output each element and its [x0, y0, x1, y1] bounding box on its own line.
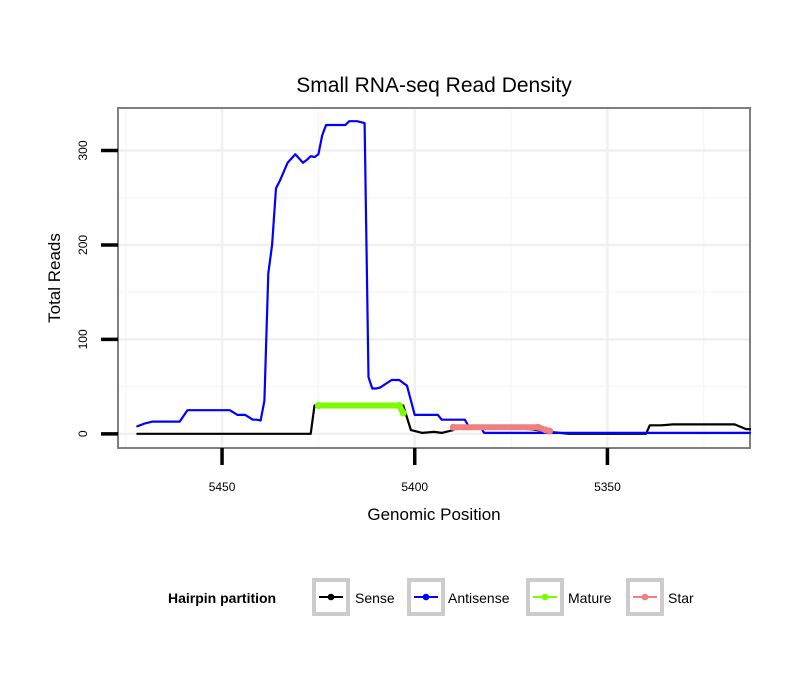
series-point-mature [399, 409, 407, 417]
chart-title: Small RNA-seq Read Density [296, 74, 572, 97]
series-point-mature [395, 402, 403, 409]
axes-layer: 5450 5400 5350 0 100 200 300 [76, 140, 621, 494]
legend-title: Hairpin partition [168, 590, 276, 606]
series-line-mature [315, 402, 407, 417]
y-tick-label: 300 [76, 140, 90, 160]
legend-label-mature: Mature [568, 590, 612, 606]
series-point-star [546, 427, 554, 435]
y-tick-label: 100 [76, 329, 90, 349]
legend-key-point-antisense [422, 593, 430, 601]
legend-key-point-mature [541, 593, 549, 601]
plot-panel [117, 107, 751, 449]
legend-label-antisense: Antisense [448, 590, 510, 606]
series-point-star [534, 423, 542, 431]
x-axis-label: Genomic Position [367, 505, 500, 524]
series-line-antisense [136, 120, 752, 434]
legend-label-sense: Sense [355, 590, 395, 606]
legend: Hairpin partition Sense Antisense Mature St… [168, 578, 694, 616]
series-point-star [449, 423, 457, 431]
y-tick-label: 200 [76, 235, 90, 255]
grid-lines [118, 108, 750, 448]
x-tick-label: 5350 [594, 480, 621, 494]
series-point-mature [314, 402, 322, 409]
legend-key-point-sense [327, 593, 335, 601]
series-layer [136, 120, 752, 435]
legend-key-point-star [641, 593, 649, 601]
x-tick-label: 5450 [209, 480, 236, 494]
x-tick-label: 5400 [401, 480, 428, 494]
legend-label-star: Star [668, 590, 694, 606]
y-axis-label: Total Reads [45, 233, 64, 323]
y-tick-label: 0 [76, 430, 90, 437]
